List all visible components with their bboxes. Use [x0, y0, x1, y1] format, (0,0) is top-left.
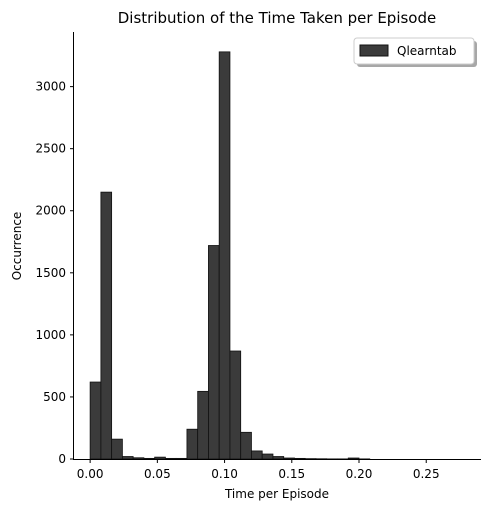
x-tick-label: 0.00: [77, 467, 104, 481]
histogram-bar: [251, 450, 263, 460]
y-tick-label: 0: [58, 452, 66, 466]
x-tick-label: 0.10: [211, 467, 238, 481]
histogram-bar: [89, 381, 102, 460]
histogram-bar: [218, 51, 231, 460]
histogram-bar: [347, 457, 360, 460]
histogram-bar: [100, 191, 113, 460]
histogram-bar: [186, 428, 199, 460]
x-tick-label: 0.25: [413, 467, 440, 481]
x-tick-label: 0.15: [278, 467, 305, 481]
x-axis-label: Time per Episode: [224, 487, 329, 501]
y-tick-label: 2500: [35, 142, 66, 156]
y-axis-ticks: 0 500 1000 1500 2000 2500 3000: [35, 80, 74, 466]
legend-swatch: [359, 44, 389, 57]
chart-title: Distribution of the Time Taken per Episo…: [118, 9, 437, 27]
y-tick-label: 3000: [35, 80, 66, 94]
histogram-bars: [89, 51, 371, 460]
y-tick-label: 1500: [35, 266, 66, 280]
histogram-bar: [208, 245, 220, 460]
histogram-bar: [122, 456, 134, 460]
histogram-bar: [229, 350, 242, 460]
histogram-bar: [175, 457, 188, 460]
x-tick-label: 0.05: [144, 467, 171, 481]
histogram-bar: [111, 438, 123, 460]
histogram-bar: [197, 390, 209, 460]
histogram-bar: [132, 457, 145, 460]
y-axis-label: Occurrence: [10, 212, 24, 281]
histogram-bar: [240, 431, 252, 460]
histogram-bar: [283, 457, 295, 460]
histogram-bar: [143, 457, 156, 460]
x-axis-ticks: 0.00 0.05 0.10 0.15 0.20 0.25: [77, 459, 440, 481]
histogram-bar: [272, 456, 285, 460]
histogram-bar: [261, 453, 274, 460]
histogram-bar: [165, 457, 177, 460]
legend: Qlearntab: [353, 37, 477, 67]
y-tick-label: 500: [43, 390, 66, 404]
legend-label: Qlearntab: [397, 44, 457, 58]
y-tick-label: 1000: [35, 328, 66, 342]
histogram-bar: [294, 457, 306, 460]
y-tick-label: 2000: [35, 204, 66, 218]
histogram-bar: [154, 456, 166, 460]
x-tick-label: 0.20: [346, 467, 373, 481]
